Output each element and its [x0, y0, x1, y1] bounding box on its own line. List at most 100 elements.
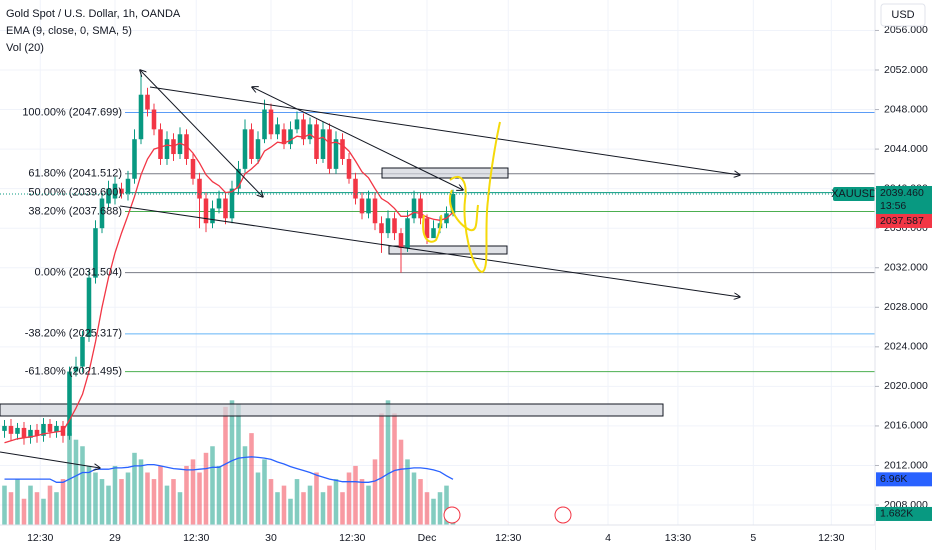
event-icon[interactable] — [554, 506, 572, 524]
y-tick-label: 2048.000 — [884, 103, 928, 115]
volume-bar — [281, 485, 287, 525]
fib-label: 50.00% (2039.600) — [28, 187, 122, 199]
y-tick-label: 2028.000 — [884, 301, 928, 313]
volume-bar — [164, 485, 170, 525]
x-tick-label: 12:30 — [183, 532, 209, 544]
volume-bar — [236, 403, 241, 525]
symbol-tag — [833, 186, 875, 201]
volume-bar — [106, 485, 111, 525]
volume-bar — [262, 459, 267, 525]
candle-body — [405, 218, 410, 248]
candle-body — [262, 109, 267, 140]
candle-body — [151, 109, 157, 130]
x-tick-label: 30 — [265, 532, 277, 544]
candle-body — [366, 198, 371, 214]
volume-bar — [145, 472, 150, 525]
candle-body — [398, 233, 404, 248]
x-tick-label: 12:30 — [339, 532, 365, 544]
candle-body — [333, 139, 339, 169]
volume-bar — [379, 413, 384, 525]
volume-bar — [398, 439, 404, 525]
zone[interactable] — [381, 167, 509, 179]
volume-bar — [171, 479, 176, 525]
y-tick-label: 2032.000 — [884, 262, 928, 274]
y-tick-label: 2012.000 — [884, 459, 928, 471]
candle-body — [307, 124, 313, 140]
candle-body — [86, 277, 92, 337]
candle-body — [158, 129, 163, 159]
volume-bar — [268, 479, 274, 525]
candle-body — [112, 183, 118, 199]
volume-bar — [158, 465, 163, 525]
volume-bar — [177, 492, 183, 525]
chart-title: Gold Spot / U.S. Dollar, 1h, OANDA — [6, 8, 181, 20]
highlight-curve[interactable] — [422, 214, 443, 243]
candle-body — [216, 198, 222, 209]
volume-bar — [80, 446, 85, 525]
trend-line[interactable] — [119, 205, 740, 297]
event-icon[interactable] — [443, 506, 461, 524]
candle-body — [346, 158, 352, 179]
highlight-curve[interactable] — [449, 121, 501, 274]
volume-bar — [307, 485, 313, 525]
candle-body — [41, 423, 46, 436]
candle-body — [268, 109, 274, 135]
volume-bar — [437, 492, 443, 525]
candle-body — [15, 427, 20, 434]
ema-tag — [876, 213, 932, 228]
y-tick-label: 2020.000 — [884, 380, 928, 392]
candle-body — [223, 198, 228, 219]
x-tick-label: 12:30 — [495, 532, 521, 544]
x-tick-label: 12:30 — [818, 532, 844, 544]
trend-line[interactable] — [0, 451, 100, 468]
symbol-label: XAUUSD — [831, 188, 877, 200]
volume-bar — [366, 485, 371, 525]
trend-line[interactable] — [140, 70, 263, 197]
time-axis — [0, 525, 875, 550]
x-tick-label: Dec — [418, 532, 437, 544]
zone[interactable] — [0, 403, 664, 417]
fib-label: 38.20% (2037.688) — [28, 205, 122, 217]
volume-bar — [405, 459, 410, 525]
x-tick-label: 5 — [750, 532, 756, 544]
trend-line[interactable] — [252, 87, 463, 190]
candle-body — [99, 198, 105, 229]
volume-bar — [41, 498, 46, 525]
volume-bar — [242, 446, 248, 525]
volume-bar — [301, 492, 306, 525]
x-tick-label: 4 — [605, 532, 611, 544]
candle-body — [340, 139, 345, 159]
volume-bar — [444, 485, 449, 525]
candle-body — [418, 198, 423, 219]
candle-body — [28, 429, 33, 438]
volume-ma-line — [4, 456, 454, 483]
volume-bar — [138, 459, 144, 525]
candle-body — [359, 198, 365, 214]
countdown-label: 13:56 — [880, 200, 906, 212]
volume-bar — [119, 479, 124, 525]
volume-bar — [86, 465, 92, 525]
candle-body — [119, 188, 124, 194]
highlight-curve[interactable] — [449, 189, 479, 232]
currency-button[interactable] — [880, 3, 926, 27]
volume-bar — [275, 492, 280, 525]
price-tag — [876, 185, 932, 214]
volume-bar — [151, 479, 157, 525]
volume-ma-label: 6.96K — [880, 473, 907, 485]
volume-bar — [314, 472, 319, 525]
fib-label: 100.00% (2047.699) — [22, 106, 122, 118]
candle-body — [229, 188, 235, 219]
volume-bar — [34, 492, 40, 525]
volume-bar — [2, 485, 7, 525]
volume-bar — [190, 459, 196, 525]
candle-body — [255, 139, 261, 159]
fib-label: -61.80% (2021.495) — [25, 366, 122, 378]
candle-body — [327, 129, 332, 169]
volume-label: 1.682K — [880, 508, 913, 520]
volume-bar — [418, 479, 423, 525]
candle-body — [145, 94, 150, 110]
candle-body — [197, 178, 202, 199]
volume-bar — [21, 498, 27, 525]
volume-bar — [73, 439, 79, 525]
